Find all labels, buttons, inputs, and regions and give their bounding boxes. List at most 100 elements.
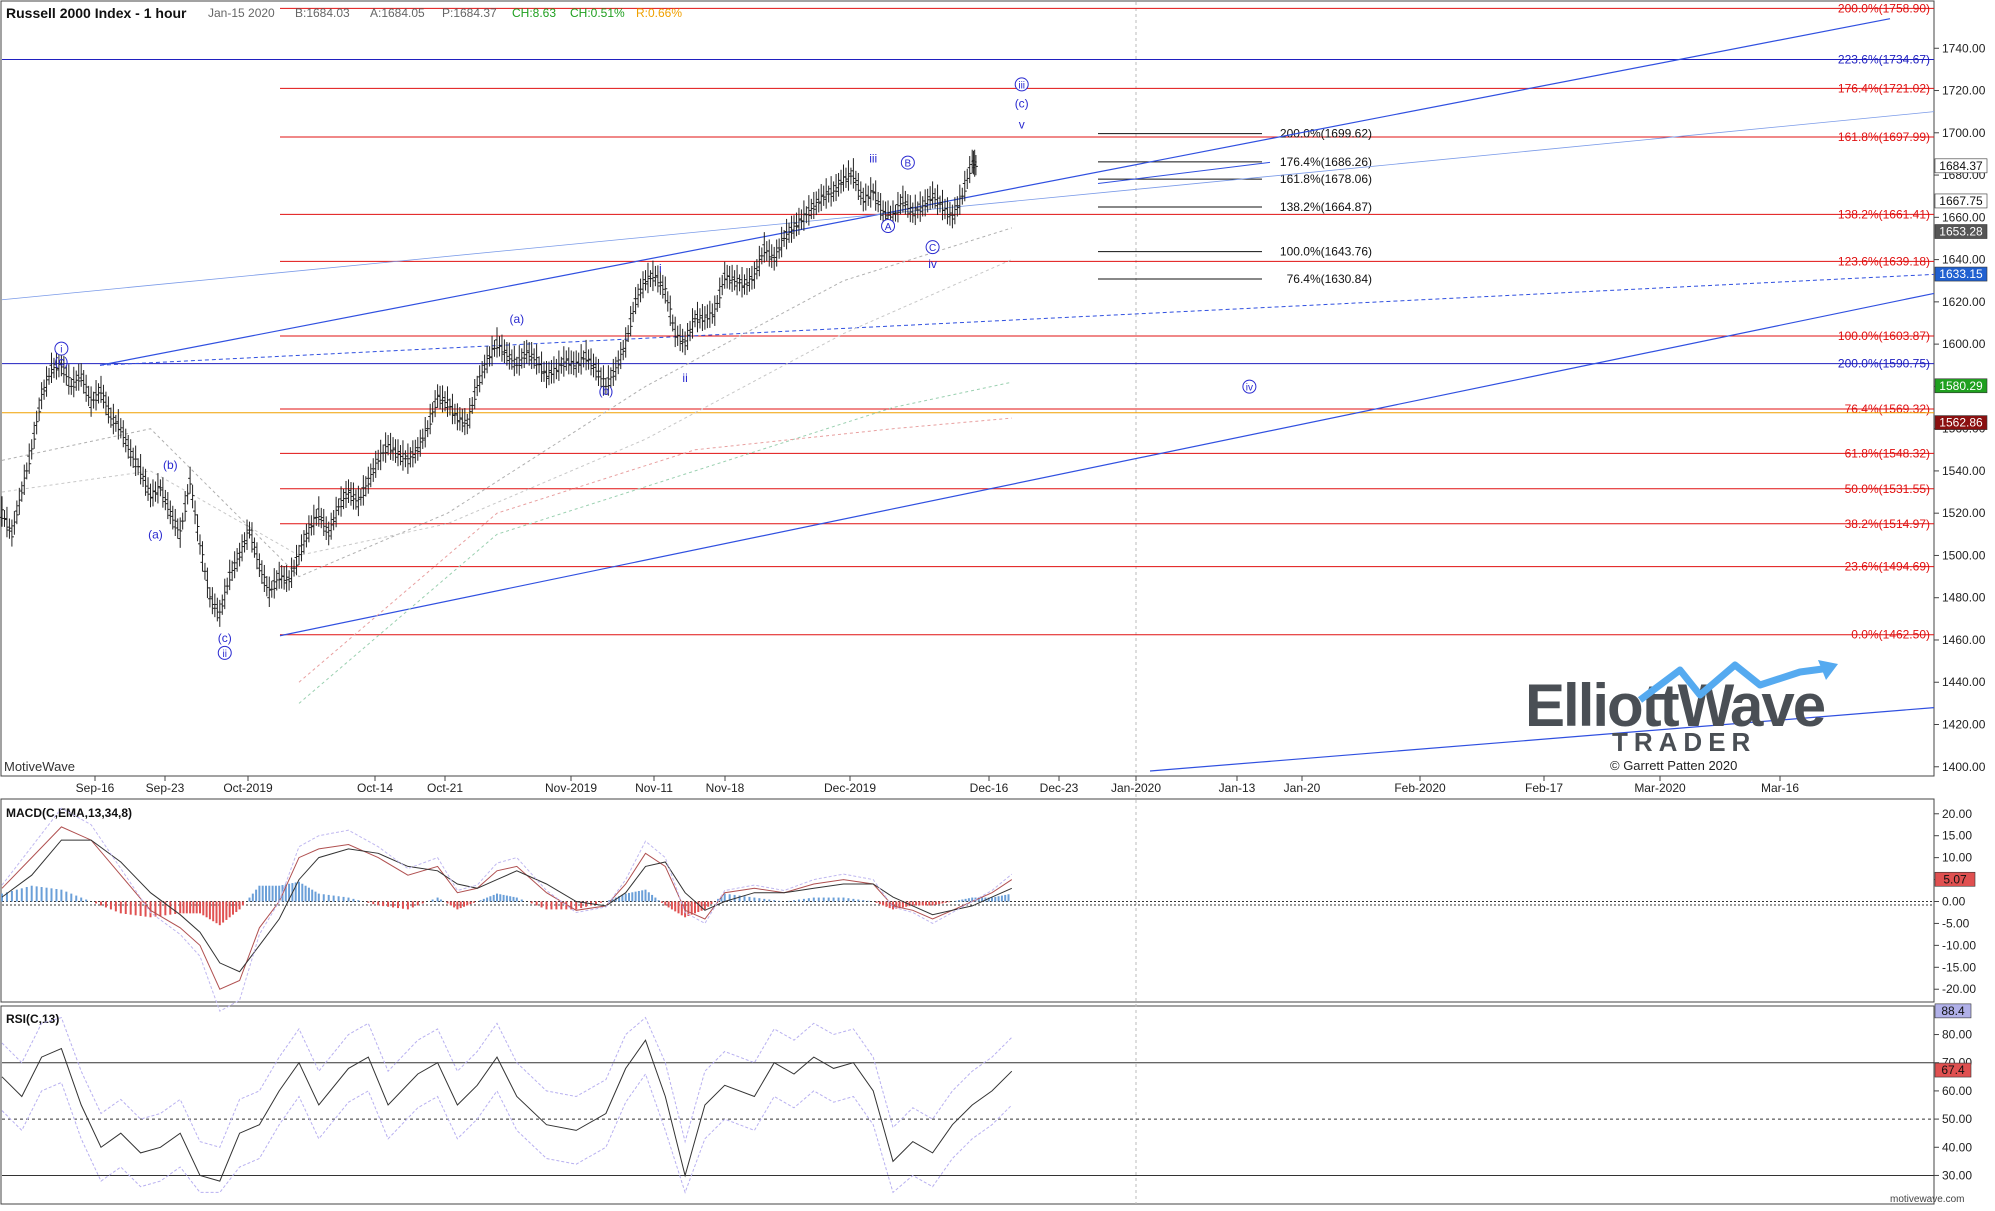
x-tick-label: Oct-14 xyxy=(357,781,393,795)
wave-label: (c) xyxy=(54,354,68,368)
rsi-layer: RSI(C,13) xyxy=(1,1012,1934,1194)
moving-average-line xyxy=(298,417,1012,683)
wave-label: iii xyxy=(1018,80,1025,91)
price-badge-label: 1633.15 xyxy=(1939,267,1983,281)
rsi-y-tick-label: 30.00 xyxy=(1942,1168,1972,1182)
rsi-band-lower xyxy=(1,1072,1013,1194)
short-fib-label: 76.4%(1630.84) xyxy=(1287,272,1372,286)
wave-label: (c) xyxy=(1015,96,1029,110)
macd-y-tick-label: -10.00 xyxy=(1942,938,1976,952)
price-badge-label: 1684.37 xyxy=(1939,159,1983,173)
short-fib-label: 200.0%(1699.62) xyxy=(1280,127,1372,141)
price-badge xyxy=(1934,415,1988,430)
x-tick-label: Jan-2020 xyxy=(1111,781,1161,795)
rsi-panel[interactable] xyxy=(0,1005,1935,1205)
y-tick-label: 1500.00 xyxy=(1942,548,1986,562)
macd-y-tick-label: 0.00 xyxy=(1942,895,1966,909)
quote-price: P:1684.37 xyxy=(442,6,497,20)
y-tick-label: 1480.00 xyxy=(1942,591,1986,605)
y-tick-label: 1540.00 xyxy=(1942,464,1986,478)
rsi-badge xyxy=(1934,1003,1972,1019)
fib-label: 38.2%(1514.97) xyxy=(1845,517,1930,531)
rsi-band-upper xyxy=(1,1016,1013,1148)
wave-label: i xyxy=(60,345,62,356)
quote-bid: B:1684.03 xyxy=(295,6,350,20)
x-tick-label: Sep-23 xyxy=(146,781,185,795)
short-fib-label: 176.4%(1686.26) xyxy=(1280,155,1372,169)
elliottwave-logo: ElliottWave TRADER © Garrett Patten 2020 xyxy=(1525,660,1838,773)
x-tick-label: Feb-17 xyxy=(1525,781,1563,795)
y-tick-label: 1700.00 xyxy=(1942,126,1986,140)
fib-label: 161.8%(1697.99) xyxy=(1838,130,1930,144)
site-label: motivewave.com xyxy=(1890,1194,1964,1205)
price-badge-label: 1580.29 xyxy=(1939,379,1983,393)
x-tick-label: Nov-18 xyxy=(706,781,745,795)
y-tick-label: 1660.00 xyxy=(1942,210,1986,224)
chart-title: Russell 2000 Index - 1 hour xyxy=(6,5,187,21)
motivewave-label: MotiveWave xyxy=(4,759,75,774)
rsi-badge-label: 88.4 xyxy=(1941,1004,1965,1018)
wave-label-circle xyxy=(217,645,232,660)
dashed-trend-line xyxy=(99,273,1935,366)
quote-date: Jan-15 2020 xyxy=(208,6,275,20)
macd-y-tick-label: -20.00 xyxy=(1942,982,1976,996)
wave-label: A xyxy=(885,222,892,233)
quote-change: CH:8.63 xyxy=(512,6,556,20)
quote-range: R:0.66% xyxy=(636,6,682,20)
wave-label: (c) xyxy=(218,631,232,645)
wave-label-circle xyxy=(925,240,940,255)
macd-badge-label: 5.07 xyxy=(1943,872,1967,886)
y-tick-label: 1740.00 xyxy=(1942,41,1986,55)
price-badge xyxy=(1934,266,1988,282)
x-tick-label: Dec-16 xyxy=(970,781,1009,795)
fib-label: 50.0%(1531.55) xyxy=(1845,482,1930,496)
rsi-y-tick-label: 60.00 xyxy=(1942,1084,1972,1098)
logo-swoosh xyxy=(1637,661,1831,703)
rsi-line xyxy=(1,1039,1013,1182)
quote-ask: A:1684.05 xyxy=(370,6,425,20)
macd-panel[interactable] xyxy=(0,798,1935,1003)
price-panel[interactable] xyxy=(0,0,1935,777)
y-tick-label: 1400.00 xyxy=(1942,760,1986,774)
wave-label: (a) xyxy=(148,528,163,542)
x-tick-label: Mar-16 xyxy=(1761,781,1799,795)
lower-channel-line xyxy=(279,292,1935,637)
rsi-y-tick-label: 50.00 xyxy=(1942,1112,1972,1126)
bottom-channel-line xyxy=(1149,707,1935,772)
wave-label-circle xyxy=(1242,379,1257,394)
wave-label: (b) xyxy=(599,384,614,398)
fib-label: 23.6%(1494.69) xyxy=(1845,560,1930,574)
fib-label: 0.0%(1462.50) xyxy=(1851,628,1930,642)
fib-label: 176.4%(1721.02) xyxy=(1838,81,1930,95)
fib-label: 200.0%(1758.90) xyxy=(1838,1,1930,15)
wave-label-circle xyxy=(881,219,896,234)
fib-layer: 200.0%(1758.90) 223.6%(1734.67) 176.4%(172… xyxy=(2,1,1934,642)
wave-label: iii xyxy=(869,151,877,165)
price-badge-label: 1667.75 xyxy=(1939,194,1983,208)
wave-label-circle xyxy=(1014,77,1029,92)
wave-label: ii xyxy=(682,371,687,385)
x-tick-label: Nov-11 xyxy=(635,781,673,795)
price-badge xyxy=(1934,224,1988,239)
wave-label: iv xyxy=(928,257,937,271)
price-layer xyxy=(0,149,978,627)
y-tick-label: 1460.00 xyxy=(1942,633,1986,647)
fib-label: 138.2%(1661.41) xyxy=(1838,207,1930,221)
rsi-y-tick-label: 40.00 xyxy=(1942,1140,1972,1154)
macd-y-tick-label: -5.00 xyxy=(1942,916,1970,930)
macd-layer: MACD(C,EMA,13,34,8) xyxy=(1,806,1934,1012)
upper-channel-line xyxy=(99,18,1891,366)
moving-average-line xyxy=(1,259,1013,556)
wave-label: ii xyxy=(223,649,227,660)
price-badge xyxy=(1934,193,1988,209)
price-badge-label: 1653.28 xyxy=(1939,225,1983,239)
wave-label: (a) xyxy=(509,312,524,326)
signal-line xyxy=(1,839,1013,973)
rsi-badge xyxy=(1934,1062,1972,1078)
wave-label: B xyxy=(905,159,912,170)
x-tick-label: Sep-16 xyxy=(76,781,115,795)
upper-parallel-line xyxy=(1,111,1935,301)
badge-layer: 1684.37 1667.75 1653.28 1633.15 1580.29 1562.… xyxy=(1934,158,1988,1078)
